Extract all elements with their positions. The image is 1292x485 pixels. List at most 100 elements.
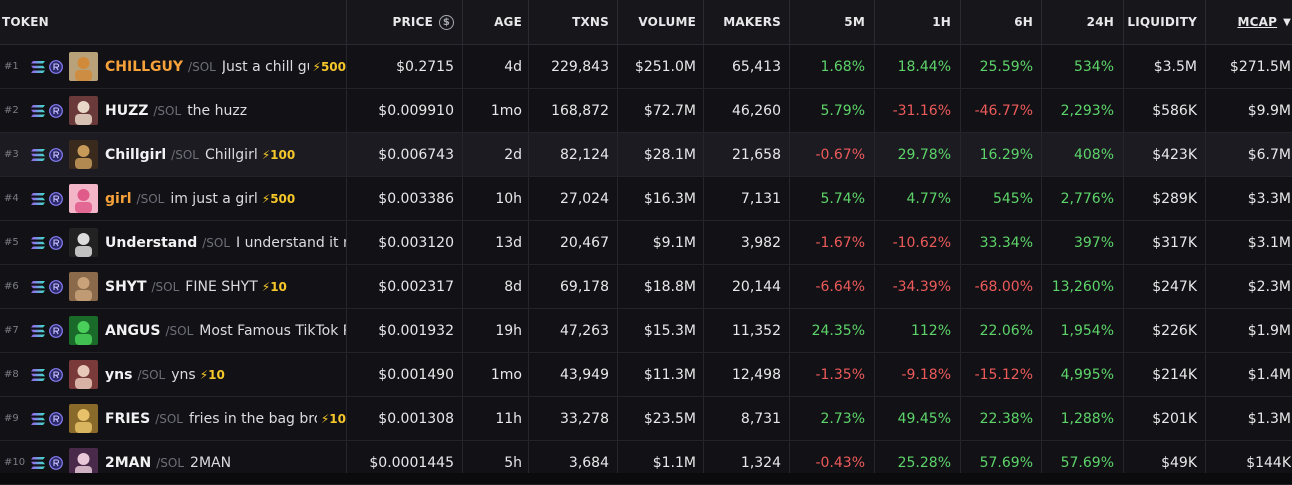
makers-cell: 1,324: [704, 441, 790, 484]
header-token[interactable]: TOKEN: [0, 0, 347, 44]
token-symbol: yns: [105, 366, 133, 383]
header-mcap-label: MCAP: [1237, 15, 1278, 29]
age-value: 1mo: [490, 102, 522, 119]
makers-cell: 21,658: [704, 133, 790, 176]
header-24h[interactable]: 24H: [1042, 0, 1124, 44]
liquidity-cell: $226K: [1124, 309, 1206, 352]
header-makers[interactable]: MAKERS: [704, 0, 790, 44]
txns-cell: 47,263: [529, 309, 618, 352]
age-value: 19h: [495, 322, 522, 339]
solana-icon: [31, 192, 45, 205]
table-row[interactable]: #8 yns /SOL yns ⚡10 $0.001490 1mo 43,949 $11.…: [0, 353, 1292, 397]
token-avatar: [69, 448, 98, 477]
change-6h-value: 22.06%: [979, 322, 1033, 339]
header-mcap[interactable]: MCAP ▼: [1206, 0, 1292, 44]
token-cell[interactable]: #1 CHILLGUY /SOL Just a chill gu ⚡500: [0, 45, 347, 88]
raydium-icon: [49, 455, 63, 470]
table-row[interactable]: #7 ANGUS /SOL Most Famous TikTok P $0.001…: [0, 309, 1292, 353]
change-5m-cell: 5.74%: [790, 177, 875, 220]
txns-cell: 3,684: [529, 441, 618, 484]
token-cell[interactable]: #6 SHYT /SOL FINE SHYT ⚡10: [0, 265, 347, 308]
header-volume[interactable]: VOLUME: [618, 0, 704, 44]
token-name: I understand it n: [236, 234, 346, 251]
header-age[interactable]: AGE: [463, 0, 529, 44]
table-row[interactable]: #1 CHILLGUY /SOL Just a chill gu ⚡500 $0.2…: [0, 45, 1292, 89]
makers-value: 21,658: [732, 146, 781, 163]
price-cell: $0.003120: [347, 221, 463, 264]
header-1h[interactable]: 1H: [875, 0, 961, 44]
mcap-value: $1.3M: [1247, 410, 1291, 427]
makers-value: 20,144: [732, 278, 781, 295]
price-value: $0.001932: [378, 322, 454, 339]
raydium-icon: [49, 191, 63, 206]
change-24h-cell: 13,260%: [1042, 265, 1124, 308]
liquidity-cell: $201K: [1124, 397, 1206, 440]
header-6h[interactable]: 6H: [961, 0, 1042, 44]
age-cell: 1mo: [463, 353, 529, 396]
header-liquidity[interactable]: LIQUIDITY: [1124, 0, 1206, 44]
txns-value: 27,024: [560, 190, 609, 207]
rank: #9: [4, 413, 19, 424]
token-name: the huzz: [187, 102, 248, 119]
change-6h-value: -15.12%: [974, 366, 1033, 383]
change-5m-cell: -1.35%: [790, 353, 875, 396]
table-row[interactable]: #5 Understand /SOL I understand it n $0.0…: [0, 221, 1292, 265]
change-1h-cell: 4.77%: [875, 177, 961, 220]
change-24h-value: 2,293%: [1060, 102, 1114, 119]
price-cell: $0.003386: [347, 177, 463, 220]
solana-icon: [31, 104, 45, 117]
raydium-icon: [49, 235, 63, 250]
table-row[interactable]: #6 SHYT /SOL FINE SHYT ⚡10 $0.002317 8d 69,1…: [0, 265, 1292, 309]
token-cell[interactable]: #7 ANGUS /SOL Most Famous TikTok P: [0, 309, 347, 352]
change-24h-cell: 4,995%: [1042, 353, 1124, 396]
token-cell[interactable]: #9 FRIES /SOL fries in the bag bro ⚡10: [0, 397, 347, 440]
liquidity-cell: $586K: [1124, 89, 1206, 132]
header-txns[interactable]: TXNS: [529, 0, 618, 44]
liquidity-cell: $247K: [1124, 265, 1206, 308]
token-cell[interactable]: #2 HUZZ /SOL the huzz: [0, 89, 347, 132]
token-cell[interactable]: #4 girl /SOL im just a girl ⚡500: [0, 177, 347, 220]
change-5m-value: -1.35%: [815, 366, 865, 383]
price-cell: $0.001490: [347, 353, 463, 396]
header-price[interactable]: PRICE $: [347, 0, 463, 44]
makers-cell: 20,144: [704, 265, 790, 308]
change-24h-value: 534%: [1073, 58, 1114, 75]
token-cell[interactable]: #5 Understand /SOL I understand it n: [0, 221, 347, 264]
footer-strip: [0, 473, 1292, 484]
change-5m-value: -6.64%: [815, 278, 865, 295]
mcap-cell: $1.9M: [1206, 309, 1292, 352]
mcap-value: $1.4M: [1247, 366, 1291, 383]
liquidity-value: $3.5M: [1153, 58, 1197, 75]
change-1h-cell: -9.18%: [875, 353, 961, 396]
token-cell[interactable]: #8 yns /SOL yns ⚡10: [0, 353, 347, 396]
change-1h-value: -31.16%: [892, 102, 951, 119]
volume-value: $1.1M: [652, 454, 696, 471]
change-1h-value: 29.78%: [897, 146, 951, 163]
price-value: $0.001308: [378, 410, 454, 427]
rank: #2: [4, 105, 19, 116]
token-chain: /SOL: [137, 367, 166, 382]
change-24h-cell: 2,293%: [1042, 89, 1124, 132]
dollar-toggle-icon[interactable]: $: [439, 14, 454, 30]
txns-value: 43,949: [560, 366, 609, 383]
age-value: 11h: [495, 410, 522, 427]
age-cell: 8d: [463, 265, 529, 308]
table-row[interactable]: #2 HUZZ /SOL the huzz $0.009910 1mo 168,872…: [0, 89, 1292, 133]
token-cell[interactable]: #3 Chillgirl /SOL Chillgirl ⚡100: [0, 133, 347, 176]
change-5m-value: 24.35%: [811, 322, 865, 339]
table-row[interactable]: #9 FRIES /SOL fries in the bag bro ⚡10 $0.…: [0, 397, 1292, 441]
change-5m-cell: -1.67%: [790, 221, 875, 264]
price-value: $0.009910: [378, 102, 454, 119]
table-row[interactable]: #3 Chillgirl /SOL Chillgirl ⚡100 $0.006743…: [0, 133, 1292, 177]
change-6h-value: 545%: [992, 190, 1033, 207]
makers-value: 12,498: [732, 366, 781, 383]
header-5m[interactable]: 5M: [790, 0, 875, 44]
makers-cell: 3,982: [704, 221, 790, 264]
token-avatar: [69, 316, 98, 345]
volume-cell: $1.1M: [618, 441, 704, 484]
token-cell[interactable]: #10 2MAN /SOL 2MAN: [0, 441, 347, 484]
price-value: $0.001490: [378, 366, 454, 383]
change-1h-value: -34.39%: [892, 278, 951, 295]
table-row[interactable]: #4 girl /SOL im just a girl ⚡500 $0.003386…: [0, 177, 1292, 221]
